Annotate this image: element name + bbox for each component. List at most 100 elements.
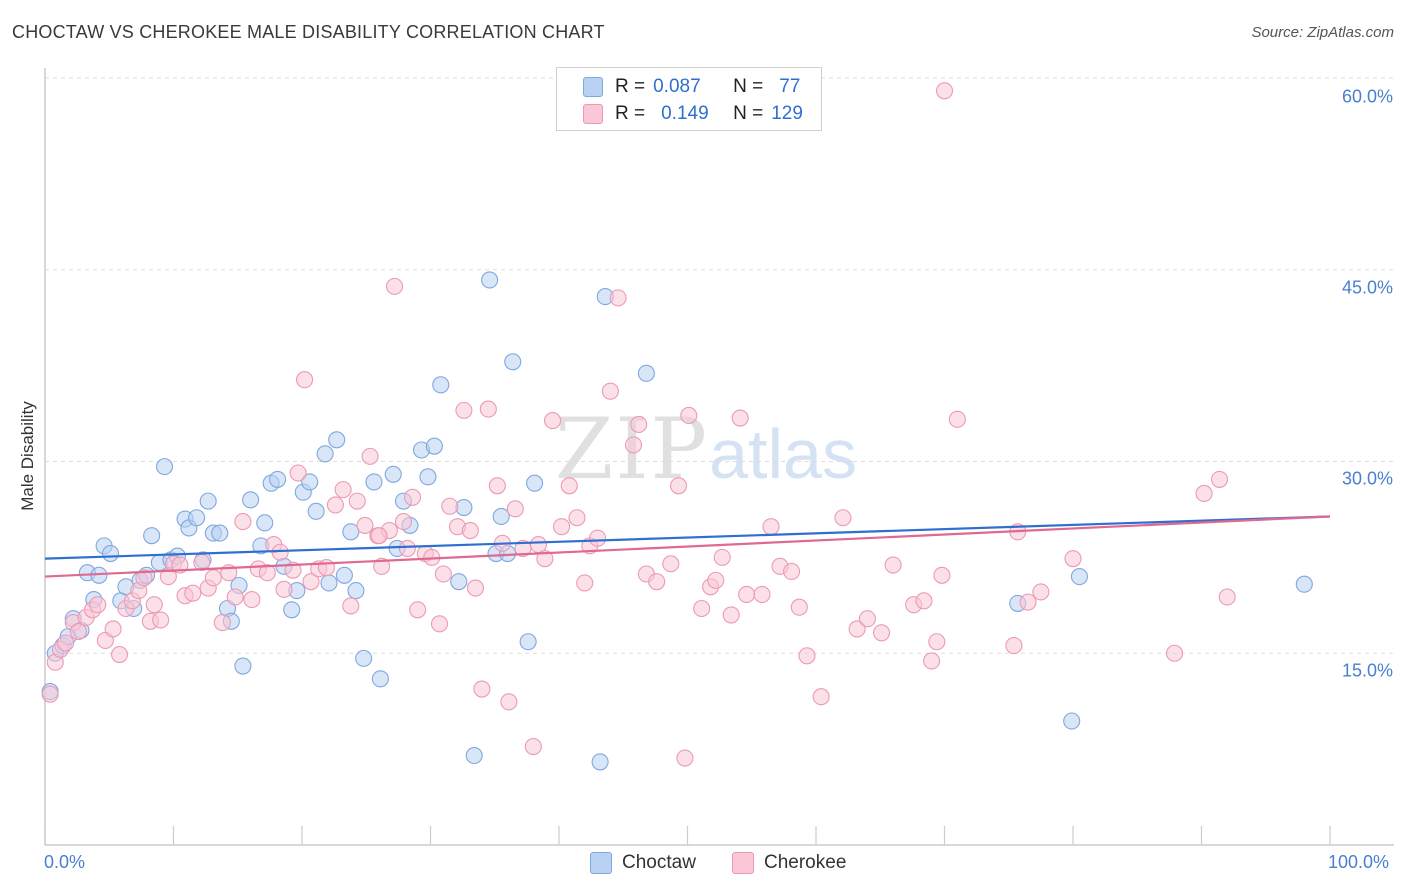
choctaw-point-47 bbox=[342, 523, 360, 541]
cherokee-r-label: R = bbox=[615, 103, 646, 124]
legend-row-cherokee: R = 0.149 N = 129 bbox=[583, 102, 803, 126]
cherokee-point-95 bbox=[707, 571, 725, 589]
choctaw-point-63 bbox=[481, 271, 499, 289]
cherokee-point-30 bbox=[234, 513, 252, 531]
choctaw-point-74 bbox=[1063, 712, 1081, 730]
cherokee-point-11 bbox=[110, 645, 129, 664]
cherokee-point-79 bbox=[568, 509, 586, 527]
choctaw-point-68 bbox=[519, 633, 537, 651]
cherokee-point-112 bbox=[915, 592, 933, 610]
choctaw-point-69 bbox=[526, 474, 544, 492]
cherokee-point-43 bbox=[326, 496, 344, 514]
choctaw-point-76 bbox=[1295, 575, 1313, 593]
choctaw-point-10 bbox=[101, 544, 120, 563]
bottom-cherokee-label: Cherokee bbox=[764, 852, 847, 873]
cherokee-point-122 bbox=[1165, 644, 1184, 662]
watermark-atlas: atlas bbox=[709, 415, 857, 493]
cherokee-point-8 bbox=[89, 596, 107, 614]
cherokee-point-117 bbox=[1005, 637, 1023, 655]
cherokee-point-26 bbox=[204, 569, 222, 587]
cherokee-point-47 bbox=[356, 516, 374, 534]
choctaw-point-16 bbox=[143, 527, 161, 545]
choctaw-point-42 bbox=[307, 502, 325, 520]
choctaw-point-23 bbox=[188, 509, 206, 527]
bottom-choctaw-label: Choctaw bbox=[622, 852, 696, 873]
bottom-legend-choctaw: Choctaw bbox=[590, 852, 696, 874]
cherokee-point-60 bbox=[434, 565, 452, 583]
cherokee-point-116 bbox=[948, 410, 966, 428]
cherokee-point-50 bbox=[373, 557, 391, 575]
cherokee-point-84 bbox=[609, 289, 627, 307]
cherokee-point-113 bbox=[923, 652, 941, 670]
choctaw-point-51 bbox=[371, 670, 389, 688]
cherokee-point-3 bbox=[57, 634, 75, 652]
bottom-cherokee-swatch bbox=[732, 852, 754, 874]
cherokee-point-48 bbox=[361, 447, 379, 465]
cherokee-point-103 bbox=[790, 598, 808, 616]
cherokee-point-75 bbox=[536, 550, 554, 568]
cherokee-point-15 bbox=[135, 569, 153, 587]
choctaw-point-48 bbox=[347, 582, 365, 600]
choctaw-n-label: N = bbox=[733, 76, 764, 97]
cherokee-point-31 bbox=[243, 591, 261, 609]
cherokee-point-44 bbox=[334, 481, 352, 499]
cherokee-point-53 bbox=[394, 513, 413, 531]
cherokee-point-85 bbox=[624, 436, 643, 454]
cherokee-point-99 bbox=[738, 585, 756, 603]
cherokee-point-70 bbox=[500, 693, 518, 711]
cherokee-point-78 bbox=[560, 477, 578, 495]
cherokee-point-120 bbox=[1032, 583, 1050, 601]
cherokee-point-124 bbox=[1210, 470, 1229, 488]
cherokee-point-63 bbox=[455, 401, 473, 419]
cherokee-n-value: 129 bbox=[771, 103, 803, 124]
choctaw-point-61 bbox=[455, 498, 473, 517]
cherokee-point-125 bbox=[1218, 588, 1236, 606]
cherokee-point-114 bbox=[928, 633, 946, 651]
choctaw-point-59 bbox=[432, 376, 450, 394]
y-tick-label-30: 30.0% bbox=[1341, 468, 1393, 489]
cherokee-point-97 bbox=[722, 606, 740, 624]
choctaw-point-65 bbox=[492, 507, 510, 526]
cherokee-point-35 bbox=[271, 543, 289, 561]
cherokee-point-121 bbox=[1064, 550, 1082, 568]
cherokee-point-83 bbox=[601, 382, 619, 400]
cherokee-point-66 bbox=[473, 680, 491, 698]
cherokee-point-119 bbox=[1019, 593, 1037, 611]
y-tick-label-15: 15.0% bbox=[1341, 660, 1393, 681]
cherokee-point-109 bbox=[872, 624, 891, 642]
bottom-legend-cherokee: Cherokee bbox=[732, 852, 846, 874]
x-tick-label-max: 100.0% bbox=[1328, 852, 1390, 872]
cherokee-point-105 bbox=[812, 688, 830, 706]
cherokee-point-90 bbox=[669, 477, 688, 495]
chart-title: CHOCTAW VS CHEROKEE MALE DISABILITY CORR… bbox=[12, 22, 605, 42]
cherokee-point-59 bbox=[430, 615, 449, 633]
cherokee-point-93 bbox=[693, 599, 711, 618]
choctaw-point-72 bbox=[637, 364, 655, 382]
choctaw-n-value: 77 bbox=[779, 76, 801, 97]
cherokee-point-71 bbox=[506, 500, 524, 518]
cherokee-trend-line bbox=[44, 515, 1331, 578]
x-tick-label-min: 0.0% bbox=[44, 852, 86, 872]
cherokee-point-98 bbox=[731, 409, 749, 427]
cherokee-point-77 bbox=[553, 518, 571, 536]
cherokee-point-89 bbox=[662, 555, 680, 573]
choctaw-point-44 bbox=[320, 574, 338, 592]
cherokee-point-100 bbox=[753, 585, 771, 603]
choctaw-point-31 bbox=[234, 657, 252, 675]
cherokee-point-61 bbox=[441, 497, 459, 515]
cherokee-point-23 bbox=[184, 584, 202, 602]
cherokee-point-102 bbox=[783, 562, 801, 580]
bottom-choctaw-swatch bbox=[590, 852, 612, 874]
cherokee-point-96 bbox=[713, 548, 731, 566]
cherokee-point-128 bbox=[762, 518, 780, 536]
cherokee-n-label: N = bbox=[733, 103, 764, 124]
cherokee-point-65 bbox=[466, 579, 485, 597]
cherokee-point-33 bbox=[258, 564, 276, 582]
cherokee-point-104 bbox=[798, 647, 816, 665]
cherokee-point-18 bbox=[152, 611, 170, 629]
choctaw-trend-line bbox=[44, 515, 1331, 560]
choctaw-point-52 bbox=[384, 465, 402, 483]
source-credit: Source: ZipAtlas.com bbox=[1251, 24, 1394, 41]
cherokee-point-115 bbox=[933, 566, 951, 584]
